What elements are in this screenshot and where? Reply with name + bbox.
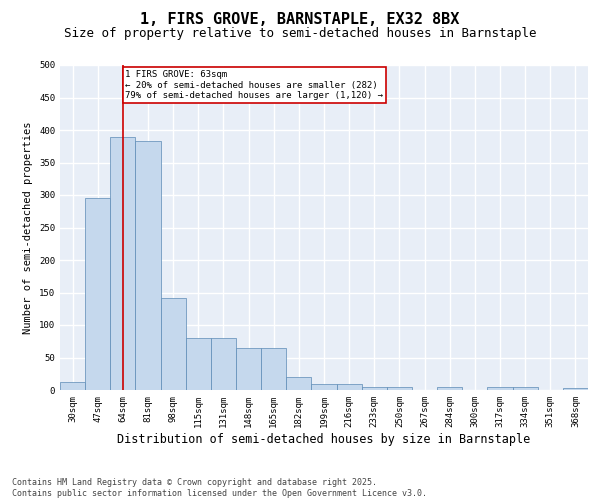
- Text: Contains HM Land Registry data © Crown copyright and database right 2025.
Contai: Contains HM Land Registry data © Crown c…: [12, 478, 427, 498]
- Bar: [186, 338, 211, 390]
- Bar: [286, 377, 311, 390]
- Bar: [110, 136, 136, 390]
- Bar: [362, 387, 387, 390]
- Bar: [512, 388, 538, 390]
- Text: 1 FIRS GROVE: 63sqm
← 20% of semi-detached houses are smaller (282)
79% of semi-: 1 FIRS GROVE: 63sqm ← 20% of semi-detach…: [125, 70, 383, 100]
- Bar: [261, 348, 286, 390]
- Bar: [211, 338, 236, 390]
- Bar: [563, 388, 588, 390]
- Text: Size of property relative to semi-detached houses in Barnstaple: Size of property relative to semi-detach…: [64, 28, 536, 40]
- Bar: [311, 384, 337, 390]
- Bar: [236, 348, 261, 390]
- Bar: [136, 141, 161, 390]
- Bar: [60, 382, 85, 390]
- Bar: [387, 388, 412, 390]
- Y-axis label: Number of semi-detached properties: Number of semi-detached properties: [23, 121, 34, 334]
- X-axis label: Distribution of semi-detached houses by size in Barnstaple: Distribution of semi-detached houses by …: [118, 432, 530, 446]
- Bar: [337, 384, 362, 390]
- Bar: [487, 387, 512, 390]
- Bar: [437, 387, 462, 390]
- Text: 1, FIRS GROVE, BARNSTAPLE, EX32 8BX: 1, FIRS GROVE, BARNSTAPLE, EX32 8BX: [140, 12, 460, 28]
- Bar: [161, 298, 186, 390]
- Bar: [85, 198, 110, 390]
